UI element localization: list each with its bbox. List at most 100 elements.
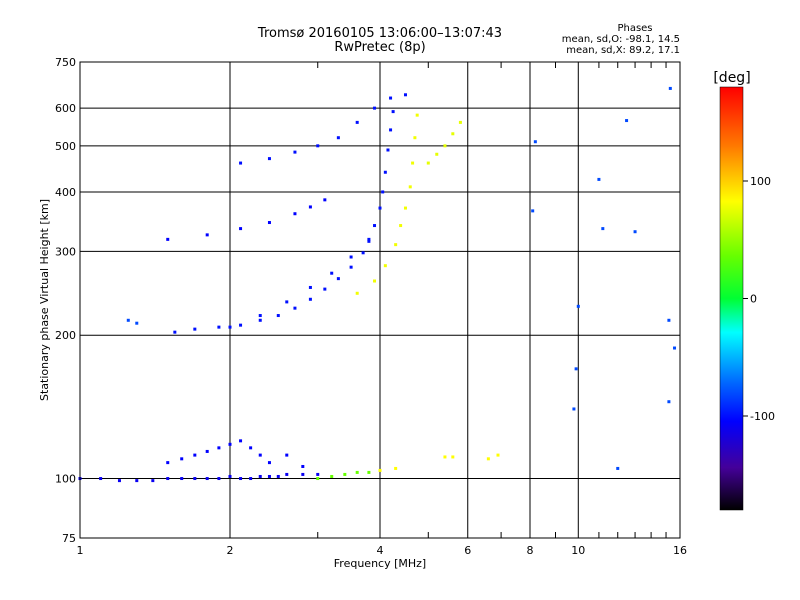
echo-point <box>316 477 320 481</box>
y-tick-label: 500 <box>55 140 76 153</box>
echo-point <box>276 314 280 318</box>
echo-point <box>285 472 289 476</box>
echo-point <box>361 251 365 255</box>
echo-point <box>381 190 385 194</box>
echo-point <box>99 477 103 481</box>
echo-point <box>574 367 578 371</box>
echo-point <box>616 466 620 470</box>
x-tick-label: 2 <box>227 544 234 557</box>
echo-point <box>343 472 347 476</box>
echo-point <box>258 314 262 318</box>
x-tick-label: 10 <box>571 544 585 557</box>
echo-point <box>443 455 447 459</box>
echo-point <box>426 161 430 165</box>
echo-point <box>458 120 462 124</box>
echo-point <box>391 110 395 114</box>
echo-point <box>316 472 320 476</box>
echo-point <box>330 474 334 478</box>
echo-point <box>533 140 537 144</box>
echo-point <box>403 206 407 210</box>
echo-point <box>349 255 353 259</box>
x-tick-label: 1 <box>77 544 84 557</box>
echo-point <box>267 221 271 225</box>
echo-point <box>239 323 243 327</box>
echo-point <box>228 442 232 446</box>
echo-point <box>451 455 455 459</box>
echo-point <box>205 233 209 237</box>
echo-point <box>228 325 232 329</box>
y-tick-label: 400 <box>55 186 76 199</box>
echo-point <box>193 453 197 457</box>
echo-point <box>443 144 447 148</box>
echo-point <box>330 271 334 275</box>
echo-point <box>180 477 184 481</box>
x-tick-label: 16 <box>673 544 687 557</box>
x-axis-ticks: 1 2 4 6 8 10 16 <box>77 544 688 557</box>
echo-point <box>673 346 677 350</box>
colorbar-ticks: 100 0 -100 <box>743 175 775 423</box>
echo-point <box>323 287 327 291</box>
chart-subtitle: RwPretec (8p) <box>334 40 426 55</box>
echo-point <box>166 461 170 465</box>
y-tick-label: 750 <box>55 56 76 69</box>
echo-point <box>378 206 382 210</box>
echo-point <box>633 230 637 234</box>
phase-stats: Phases mean, sd,O: -98.1, 14.5 mean, sd,… <box>560 23 680 56</box>
echo-point <box>625 119 629 123</box>
echo-point <box>239 161 243 165</box>
echo-point <box>205 449 209 453</box>
echo-point <box>193 327 197 331</box>
y-tick-label: 75 <box>62 532 76 545</box>
echo-point <box>411 161 415 165</box>
echo-point <box>293 306 297 310</box>
echo-point <box>239 227 243 231</box>
echo-point <box>316 144 320 148</box>
echo-point <box>293 212 297 216</box>
echo-point <box>597 177 601 181</box>
echo-point <box>173 330 177 334</box>
echo-point <box>572 407 576 411</box>
echo-point <box>349 265 353 269</box>
echo-point <box>285 300 289 304</box>
y-tick-label: 600 <box>55 102 76 115</box>
echo-point <box>486 457 490 461</box>
echo-point <box>383 170 387 174</box>
echo-point <box>451 132 455 136</box>
echo-point <box>217 477 221 481</box>
echo-point <box>193 477 197 481</box>
phase-stats-x: mean, sd,X: 89.2, 17.1 <box>566 45 680 56</box>
echo-point <box>308 297 312 301</box>
x-tick-label: 6 <box>464 544 471 557</box>
echo-point <box>117 479 121 483</box>
echo-point <box>389 96 393 100</box>
echo-point <box>415 113 419 117</box>
echo-point <box>386 148 390 152</box>
echo-point <box>205 477 209 481</box>
x-axis-label: Frequency [MHz] <box>334 557 426 570</box>
echo-point <box>258 318 262 322</box>
echo-point <box>285 453 289 457</box>
echo-point <box>301 464 305 468</box>
echo-point <box>403 93 407 97</box>
echo-point <box>135 479 139 483</box>
echo-point <box>217 446 221 450</box>
echo-point <box>496 453 500 457</box>
echo-point <box>667 400 671 404</box>
echo-point <box>667 318 671 322</box>
echo-point <box>389 128 393 132</box>
plot-frame <box>79 61 681 539</box>
echo-points <box>78 86 677 483</box>
echo-point <box>166 237 170 241</box>
echo-point <box>355 470 359 474</box>
x-tick-label: 8 <box>527 544 534 557</box>
echo-point <box>228 474 232 478</box>
echo-point <box>373 106 377 110</box>
y-tick-label: 300 <box>55 245 76 258</box>
echo-point <box>301 472 305 476</box>
echo-point <box>258 453 262 457</box>
echo-point <box>217 325 221 329</box>
y-tick-label: 100 <box>55 473 76 486</box>
echo-point <box>668 86 672 90</box>
echo-point <box>126 318 130 322</box>
